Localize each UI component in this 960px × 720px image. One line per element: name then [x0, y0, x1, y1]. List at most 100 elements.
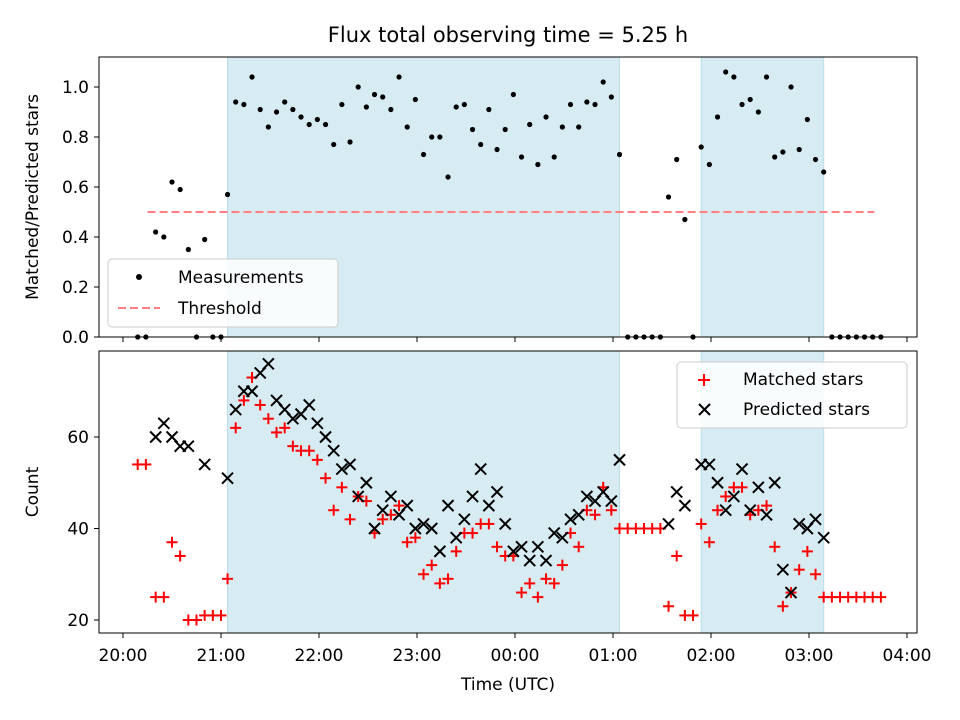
measurement-point: [249, 74, 255, 80]
predicted-x-b: [752, 481, 765, 494]
predicted-x-b: [466, 490, 479, 503]
matched-star-point: [215, 609, 227, 621]
predicted-x-b: [149, 430, 162, 444]
predicted-x-b: [703, 458, 716, 471]
predicted-star-point: [221, 471, 234, 485]
measurement-point: [502, 126, 508, 133]
predicted-star-point: [335, 462, 349, 476]
matched-star-point: [222, 573, 234, 585]
matched-star-point: [336, 481, 348, 493]
measurement-point: [380, 94, 386, 100]
measurement-point: [796, 146, 802, 153]
measurement-point: [331, 141, 337, 148]
predicted-star-point: [400, 499, 414, 512]
measurement-point: [273, 109, 280, 115]
matched-star-point: [532, 591, 544, 603]
predicted-star-point: [327, 444, 340, 457]
predicted-x-b: [286, 412, 300, 425]
legend-measurements-label: Measurements: [178, 268, 304, 288]
matched-star-point: [140, 458, 152, 470]
chart-title: Flux total observing time = 5.25 h: [328, 23, 688, 47]
matched-star-point: [589, 509, 601, 521]
predicted-star-point: [809, 513, 822, 526]
predicted-x-b: [719, 503, 732, 517]
predicted-x-b: [474, 462, 487, 476]
count-y-axis-label: Count: [23, 466, 43, 517]
matched-star-point: [409, 532, 421, 544]
predicted-x-b: [278, 403, 291, 416]
predicted-star-point: [605, 494, 618, 508]
predicted-star-point: [149, 430, 162, 444]
predicted-star-point: [245, 385, 259, 398]
predicted-x-b: [270, 394, 283, 407]
measurement-point: [169, 179, 175, 185]
ratio-ytick-label: 1.0: [62, 78, 89, 98]
measurement-point: [282, 99, 288, 105]
measurement-point: [429, 134, 435, 140]
predicted-x-b: [384, 490, 398, 503]
matched-star-point: [516, 587, 528, 599]
predicted-star-point: [507, 545, 520, 558]
predicted-star-point: [768, 476, 781, 489]
predicted-star-point: [711, 476, 724, 489]
predicted-star-point: [286, 412, 300, 425]
measurement-point: [241, 101, 247, 108]
predicted-x-b: [182, 439, 195, 453]
measurement-point: [616, 151, 623, 158]
count-xtick-label: 02:00: [687, 646, 736, 666]
measurement-point: [535, 161, 541, 168]
predicted-star-point: [319, 430, 332, 444]
measurement-point: [788, 84, 794, 90]
predicted-x-b: [670, 485, 683, 499]
observing-window-bands: [227, 56, 825, 338]
predicted-x-b: [596, 485, 610, 499]
predicted-x-b: [449, 531, 463, 544]
measurement-point: [371, 91, 378, 98]
predicted-x-b: [678, 499, 692, 512]
predicted-x-b: [319, 430, 332, 444]
measurement-point: [265, 124, 271, 130]
matched-star-point: [491, 541, 503, 553]
measurement-point: [153, 229, 159, 235]
legend-matched-label: Matched stars: [743, 370, 863, 390]
predicted-x-b: [711, 476, 724, 489]
measurement-point: [161, 234, 167, 240]
measurement-point: [363, 104, 369, 110]
matched-star-point: [736, 481, 748, 493]
predicted-x-b: [760, 508, 773, 521]
matched-star-point: [810, 568, 822, 580]
ratio-panel: Flux total observing time = 5.25 h 0.00.…: [23, 23, 918, 348]
measurement-point: [202, 236, 208, 243]
predicted-x-b: [221, 471, 234, 485]
ratio-plot-frame: [98, 56, 918, 338]
predicted-x-b: [662, 517, 675, 531]
matched-star-point: [426, 559, 438, 571]
predicted-x-b: [523, 554, 536, 567]
matched-star-point: [687, 609, 699, 621]
count-xtick-label: 03:00: [785, 646, 834, 666]
matched-star-point: [605, 504, 617, 516]
matched-star-point: [720, 490, 732, 502]
matched-star-point: [377, 513, 389, 525]
ratio-axis-ticks: 0.0 0.2 0.4 0.6 0.8 1.0: [62, 78, 908, 348]
predicted-star-point: [376, 503, 389, 517]
predicted-star-point: [229, 403, 242, 416]
observing-band-1: [700, 56, 825, 338]
measurement-point: [306, 121, 312, 128]
measurement-point: [347, 139, 353, 145]
predicted-x-b: [157, 417, 171, 430]
predicted-star-point: [547, 526, 561, 540]
measurement-point: [412, 96, 418, 103]
measurement-point: [396, 74, 402, 80]
matched-star-point: [573, 541, 585, 553]
measurement-point: [584, 99, 590, 105]
matched-star-point: [401, 536, 413, 548]
predicted-star-point: [490, 485, 504, 499]
predicted-star-point: [384, 490, 398, 503]
measurement-point: [576, 124, 582, 130]
matched-star-point: [875, 591, 887, 603]
matched-star-point: [230, 422, 242, 434]
predicted-x-b: [507, 545, 520, 558]
measurement-point: [388, 106, 394, 113]
